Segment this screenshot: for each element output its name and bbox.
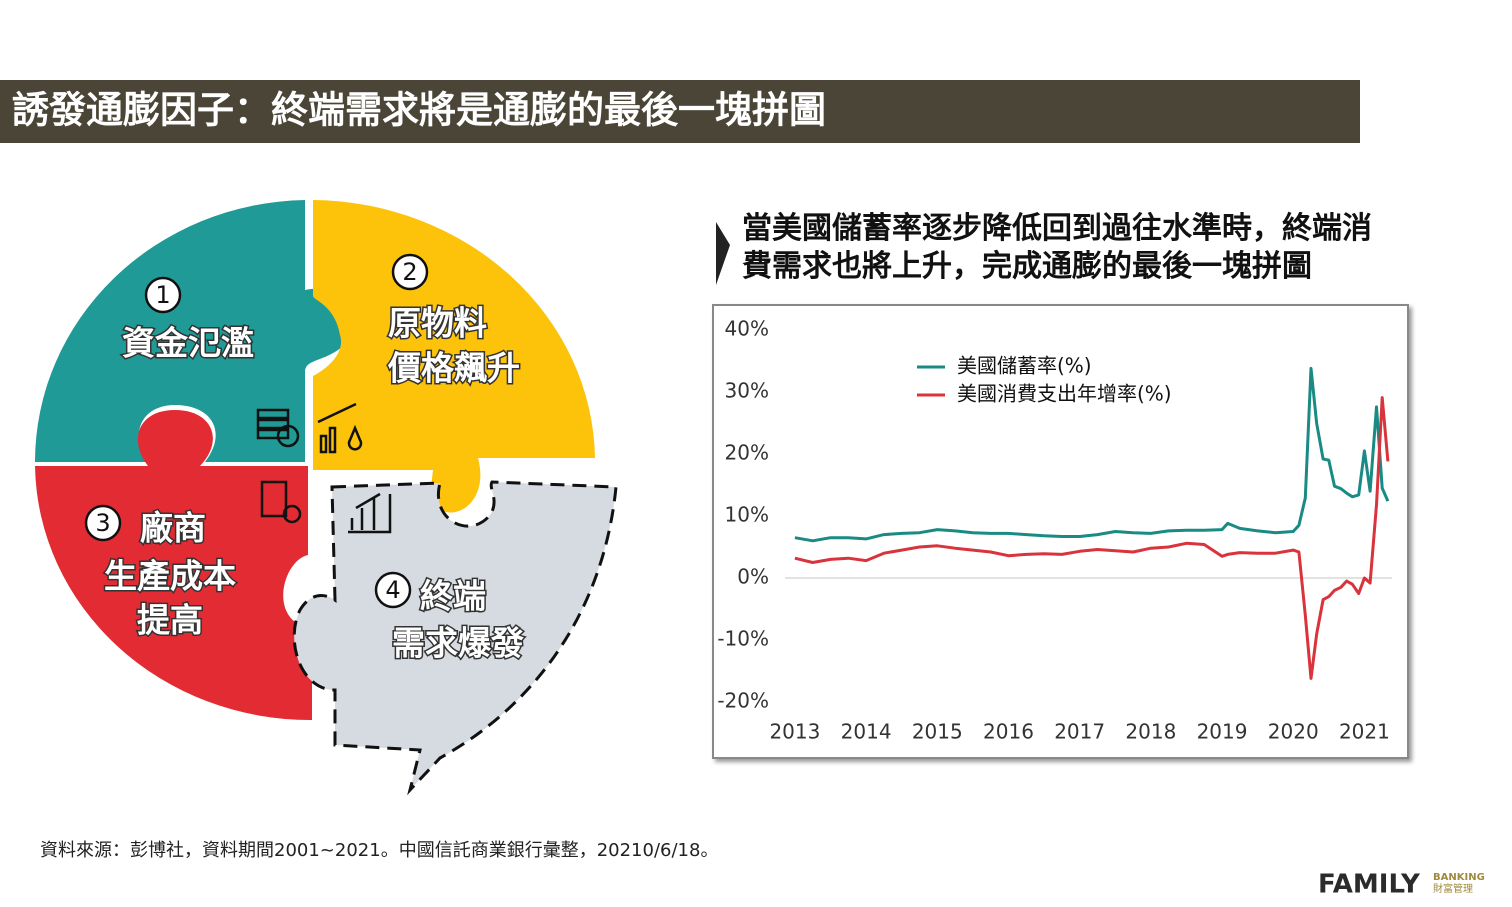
piece-label: 資金氾濫 [122, 324, 254, 363]
y-tick-label: 40% [725, 317, 769, 341]
piece-number: 3 [95, 509, 110, 537]
piece-number: 4 [385, 576, 400, 604]
legend-label: 美國儲蓄率(%) [957, 354, 1092, 378]
header-title: 誘發通膨因子：終端需求將是通膨的最後一塊拼圖 [12, 89, 826, 132]
y-tick-label: -10% [717, 627, 769, 651]
piece-label: 終端 [420, 577, 486, 616]
number-badge [84, 504, 122, 542]
logo-sub: BANKING [1433, 872, 1485, 883]
piece-label: 提高 [137, 601, 203, 640]
y-tick-label: 20% [725, 441, 769, 465]
piece-number: 2 [402, 258, 417, 286]
x-tick-label: 2017 [1054, 720, 1105, 744]
y-tick-label: -20% [717, 689, 769, 713]
piece-4 [292, 480, 618, 796]
source-note: 資料來源：彭博社，資料期間2001~2021。中國信託商業銀行彙整，20210/… [40, 840, 718, 861]
series-line [794, 366, 1390, 543]
logo-brand: FAMILY [1318, 870, 1421, 900]
x-tick-label: 2021 [1339, 720, 1390, 744]
logo-sub-cn: 財富管理 [1433, 882, 1473, 895]
y-tick-label: 0% [737, 565, 769, 589]
x-tick-label: 2014 [841, 720, 892, 744]
piece-label: 生產成本 [104, 557, 236, 596]
title-arrow [716, 222, 730, 285]
chart-title: 當美國儲蓄率逐步降低回到過往水準時，終端消費需求也將上升，完成通膨的最後一塊拼圖 [742, 211, 1372, 284]
piece-number: 1 [155, 281, 170, 309]
piece-label: 原物料 [388, 304, 487, 343]
y-tick-label: 30% [725, 379, 769, 403]
number-badge [391, 253, 429, 291]
piece-label: 價格飆升 [387, 349, 520, 388]
x-tick-label: 2020 [1268, 720, 1319, 744]
piece-label: 需求爆發 [392, 624, 524, 663]
x-tick-label: 2013 [769, 720, 820, 744]
puzzle [34, 200, 618, 796]
x-tick-label: 2019 [1197, 720, 1248, 744]
number-badge [374, 571, 412, 609]
header-bar [0, 80, 1360, 143]
x-tick-label: 2015 [912, 720, 963, 744]
number-badge [144, 276, 182, 314]
x-tick-label: 2018 [1125, 720, 1176, 744]
series-line [794, 396, 1390, 680]
piece-3 [35, 410, 312, 721]
legend-label: 美國消費支出年增率(%) [957, 382, 1172, 406]
piece-2 [313, 200, 595, 513]
piece-label: 廠商 [140, 509, 206, 548]
y-tick-label: 10% [725, 503, 769, 527]
x-tick-label: 2016 [983, 720, 1034, 744]
chart-title-box: 當美國儲蓄率逐步降低回到過往水準時，終端消費需求也將上升，完成通膨的最後一塊拼圖 [742, 211, 1372, 284]
piece-1 [34, 200, 356, 462]
icons [256, 402, 392, 534]
